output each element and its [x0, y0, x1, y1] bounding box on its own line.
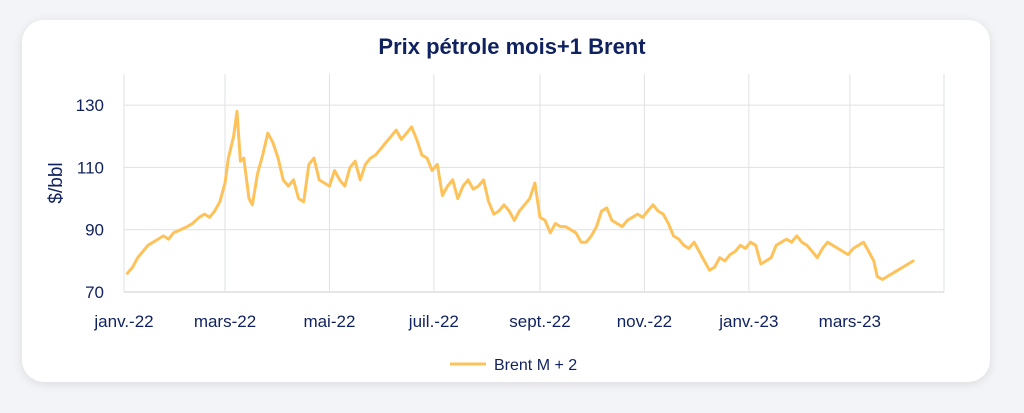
x-tick-label: mars-23 — [819, 312, 881, 331]
x-tick-label: nov.-22 — [617, 312, 672, 331]
y-tick-labels: 70 90 110 130 — [76, 96, 104, 302]
y-tick-label: 110 — [77, 158, 104, 177]
series-lines — [125, 109, 915, 281]
series-line-brent — [125, 109, 915, 281]
legend: Brent M + 2 — [450, 357, 577, 374]
x-tick-label: janv.-22 — [93, 312, 153, 331]
x-tick-labels: janv.-22 mars-22 mai-22 juil.-22 sept.-22 nov… — [93, 312, 881, 331]
y-tick-label: 70 — [85, 283, 104, 302]
x-tick-label: juil.-22 — [408, 312, 459, 331]
x-tick-label: janv.-23 — [718, 312, 778, 331]
chart-title: Prix pétrole mois+1 Brent — [378, 34, 646, 59]
x-tick-label: sept.-22 — [509, 312, 570, 331]
legend-label-brent: Brent M + 2 — [494, 357, 577, 374]
y-axis-title: $/bbl — [46, 162, 67, 203]
x-tick-label: mars-22 — [194, 312, 256, 331]
chart-card — [22, 20, 990, 382]
x-tick-label: mai-22 — [303, 312, 355, 331]
y-tick-label: 130 — [76, 96, 104, 115]
y-tick-label: 90 — [85, 221, 104, 240]
